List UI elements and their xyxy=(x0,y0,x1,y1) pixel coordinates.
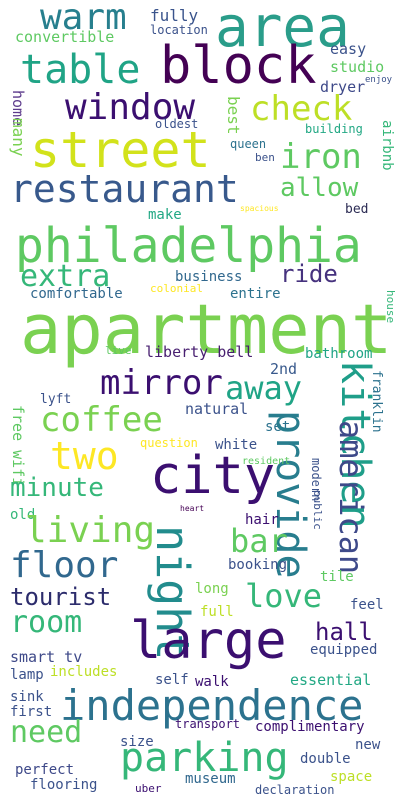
cloud-word: comfortable xyxy=(30,286,123,302)
cloud-word: street xyxy=(30,121,211,179)
cloud-word: size xyxy=(120,734,154,750)
cloud-word: convertible xyxy=(15,28,115,46)
cloud-word: bar xyxy=(230,522,288,560)
cloud-word: liberty bell xyxy=(145,343,254,361)
cloud-word: set xyxy=(265,419,291,435)
cloud-word: lamp xyxy=(10,667,44,683)
cloud-word: warm xyxy=(40,0,127,38)
cloud-word: essential xyxy=(290,671,372,689)
cloud-word: city xyxy=(150,446,276,506)
cloud-word: new xyxy=(355,737,381,753)
cloud-word: full xyxy=(200,604,234,620)
cloud-word: bed xyxy=(345,202,369,217)
cloud-word: iron xyxy=(280,137,362,177)
cloud-word: building xyxy=(305,122,363,136)
cloud-word: easy xyxy=(330,40,367,58)
cloud-word: 2nd xyxy=(270,360,298,378)
cloud-word: business xyxy=(175,269,243,285)
cloud-word: sink xyxy=(10,689,44,705)
cloud-word: old xyxy=(10,507,36,523)
cloud-word: transport xyxy=(175,717,241,731)
cloud-word: natural xyxy=(185,400,249,418)
cloud-word: love xyxy=(245,577,323,615)
cloud-word: large xyxy=(130,611,287,671)
cloud-word: apartment xyxy=(20,290,393,370)
cloud-word: best xyxy=(224,96,243,135)
cloud-word: double xyxy=(300,751,351,767)
cloud-word: smart tv xyxy=(10,648,83,666)
cloud-word: long xyxy=(195,581,229,597)
cloud-word: away xyxy=(225,369,303,407)
cloud-word: live xyxy=(105,344,132,357)
cloud-word: public xyxy=(311,490,324,530)
cloud-word: check xyxy=(250,89,353,129)
cloud-word: area xyxy=(215,0,350,60)
cloud-word: perfect xyxy=(15,762,75,778)
cloud-word: ride xyxy=(280,260,338,288)
cloud-word: room xyxy=(10,605,83,640)
cloud-word: table xyxy=(20,47,141,93)
cloud-word: coffee xyxy=(40,400,163,440)
cloud-word: lyft xyxy=(40,392,72,407)
cloud-word: first xyxy=(10,704,53,720)
cloud-word: queen xyxy=(230,137,267,151)
cloud-word: many xyxy=(9,118,28,157)
cloud-word: allow xyxy=(280,173,359,203)
cloud-word: walk xyxy=(195,674,229,690)
cloud-word: living xyxy=(25,510,156,551)
cloud-word: resident xyxy=(242,456,291,467)
cloud-word: american xyxy=(332,420,370,575)
cloud-word: heart xyxy=(180,504,205,513)
cloud-word: booking xyxy=(228,557,288,573)
cloud-word: extra xyxy=(20,259,111,294)
cloud-word: oldest xyxy=(155,117,199,131)
cloud-word: location xyxy=(150,23,208,37)
cloud-word: entire xyxy=(230,286,281,302)
cloud-word: flooring xyxy=(30,777,98,793)
cloud-word: ben xyxy=(255,151,275,164)
cloud-word: philadelphia xyxy=(15,218,362,274)
cloud-word: make xyxy=(148,207,182,223)
cloud-word: restaurant xyxy=(10,167,239,211)
cloud-word: hall xyxy=(315,618,373,646)
cloud-word: museum xyxy=(185,771,236,787)
cloud-word: bathroom xyxy=(305,346,373,362)
cloud-word: space xyxy=(330,769,373,785)
cloud-word: window xyxy=(65,87,196,128)
cloud-word: complimentary xyxy=(255,719,365,735)
cloud-word: includes xyxy=(50,664,118,680)
cloud-word: tile xyxy=(320,569,354,585)
cloud-word: independence xyxy=(60,681,364,730)
cloud-word: feel xyxy=(350,597,384,613)
cloud-word: floor xyxy=(10,545,119,586)
cloud-word: two xyxy=(50,434,119,478)
cloud-word: white xyxy=(215,437,258,453)
cloud-word: studio xyxy=(330,58,385,76)
cloud-word: airbnb xyxy=(379,120,395,171)
cloud-word: self xyxy=(155,672,189,688)
cloud-word: minute xyxy=(10,473,104,503)
cloud-word: enjoy xyxy=(365,75,393,85)
cloud-word: parking xyxy=(120,735,289,781)
cloud-word: hair xyxy=(245,512,279,528)
cloud-word: spacious xyxy=(240,204,279,213)
cloud-word: tourist xyxy=(10,583,112,611)
cloud-word: declaration xyxy=(255,783,335,797)
cloud-word: mirror xyxy=(100,363,223,403)
cloud-word: dryer xyxy=(320,78,366,96)
cloud-word: colonial xyxy=(150,282,203,295)
cloud-word: question xyxy=(140,436,198,450)
cloud-word: uber xyxy=(135,782,162,795)
cloud-word: need xyxy=(10,715,83,750)
cloud-word: block xyxy=(160,36,317,96)
cloud-word: equipped xyxy=(310,642,378,658)
cloud-word: fully xyxy=(150,6,199,25)
